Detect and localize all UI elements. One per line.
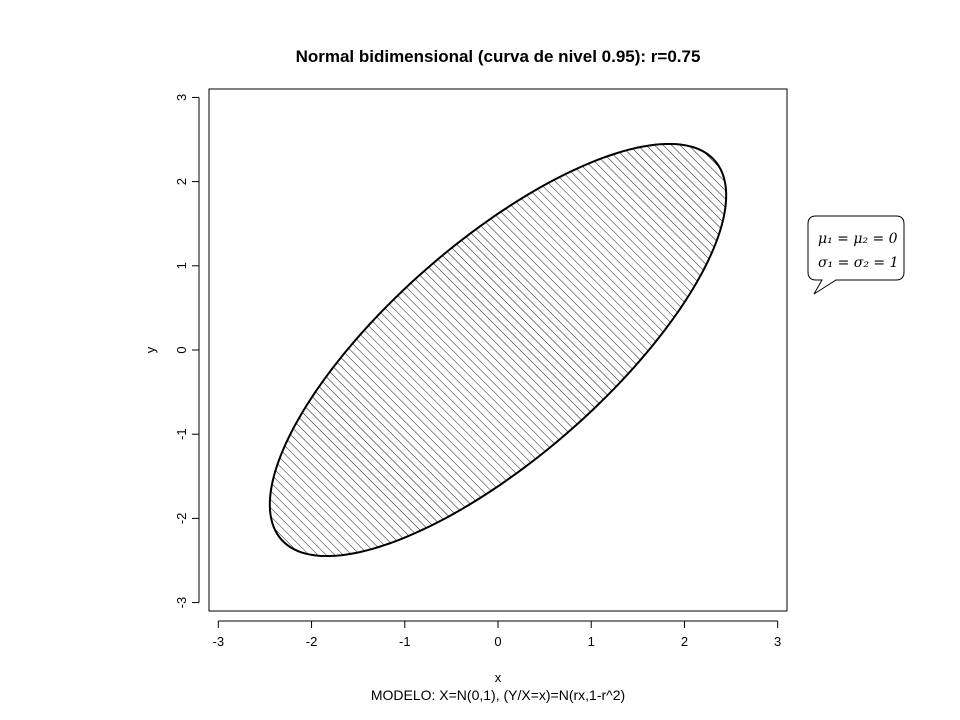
x-tick-label: 3 bbox=[774, 634, 781, 649]
x-tick-label: -3 bbox=[213, 634, 225, 649]
x-tick-label: 2 bbox=[681, 634, 688, 649]
callout-line-mu: μ₁ = μ₂ = 0 bbox=[818, 231, 898, 247]
parameter-callout: μ₁ = μ₂ = 0 σ₁ = σ₂ = 1 bbox=[807, 215, 905, 295]
y-tick-label: 0 bbox=[174, 346, 189, 353]
x-tick-label: -2 bbox=[306, 634, 318, 649]
y-axis-label: y bbox=[143, 346, 158, 353]
callout-bubble bbox=[807, 215, 905, 295]
y-tick-label: -2 bbox=[174, 513, 189, 525]
x-tick-label: -1 bbox=[399, 634, 411, 649]
contour-ellipse bbox=[268, 142, 728, 558]
callout-line-sigma: σ₁ = σ₂ = 1 bbox=[818, 255, 899, 271]
x-axis-label: x bbox=[495, 670, 502, 685]
y-axis: -3 -2 -1 0 1 2 3 bbox=[174, 94, 200, 609]
y-tick-label: 1 bbox=[174, 262, 189, 269]
chart-title: Normal bidimensional (curva de nivel 0.9… bbox=[296, 47, 701, 66]
y-tick-label: -1 bbox=[174, 428, 189, 440]
y-tick-label: 3 bbox=[174, 94, 189, 101]
x-tick-label: 1 bbox=[588, 634, 595, 649]
y-tick-label: -3 bbox=[174, 597, 189, 609]
plot-frame bbox=[208, 88, 788, 612]
model-subtitle: MODELO: X=N(0,1), (Y/X=x)=N(rx,1-r^2) bbox=[371, 687, 625, 703]
x-axis: -3 -2 -1 0 1 2 3 bbox=[213, 620, 781, 649]
y-tick-label: 2 bbox=[174, 178, 189, 185]
x-tick-label: 0 bbox=[494, 634, 501, 649]
